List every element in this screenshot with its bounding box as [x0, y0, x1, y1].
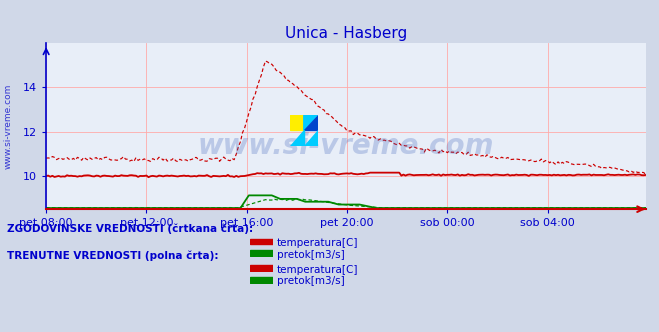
- Bar: [250, 265, 273, 271]
- Polygon shape: [304, 115, 318, 130]
- Bar: [250, 277, 273, 283]
- Text: pretok[m3/s]: pretok[m3/s]: [277, 250, 345, 260]
- Bar: [290, 115, 304, 130]
- Polygon shape: [304, 115, 318, 130]
- Text: ZGODOVINSKE VREDNOSTI (črtkana črta):: ZGODOVINSKE VREDNOSTI (črtkana črta):: [7, 223, 252, 234]
- Bar: [250, 250, 273, 256]
- Polygon shape: [290, 130, 304, 146]
- Text: www.si-vreme.com: www.si-vreme.com: [198, 132, 494, 160]
- Text: temperatura[C]: temperatura[C]: [277, 265, 358, 275]
- Polygon shape: [304, 130, 318, 146]
- Text: pretok[m3/s]: pretok[m3/s]: [277, 276, 345, 286]
- Title: Unica - Hasberg: Unica - Hasberg: [285, 26, 407, 41]
- Text: TRENUTNE VREDNOSTI (polna črta):: TRENUTNE VREDNOSTI (polna črta):: [7, 250, 218, 261]
- Text: temperatura[C]: temperatura[C]: [277, 238, 358, 248]
- Bar: [250, 239, 273, 244]
- Text: www.si-vreme.com: www.si-vreme.com: [3, 83, 13, 169]
